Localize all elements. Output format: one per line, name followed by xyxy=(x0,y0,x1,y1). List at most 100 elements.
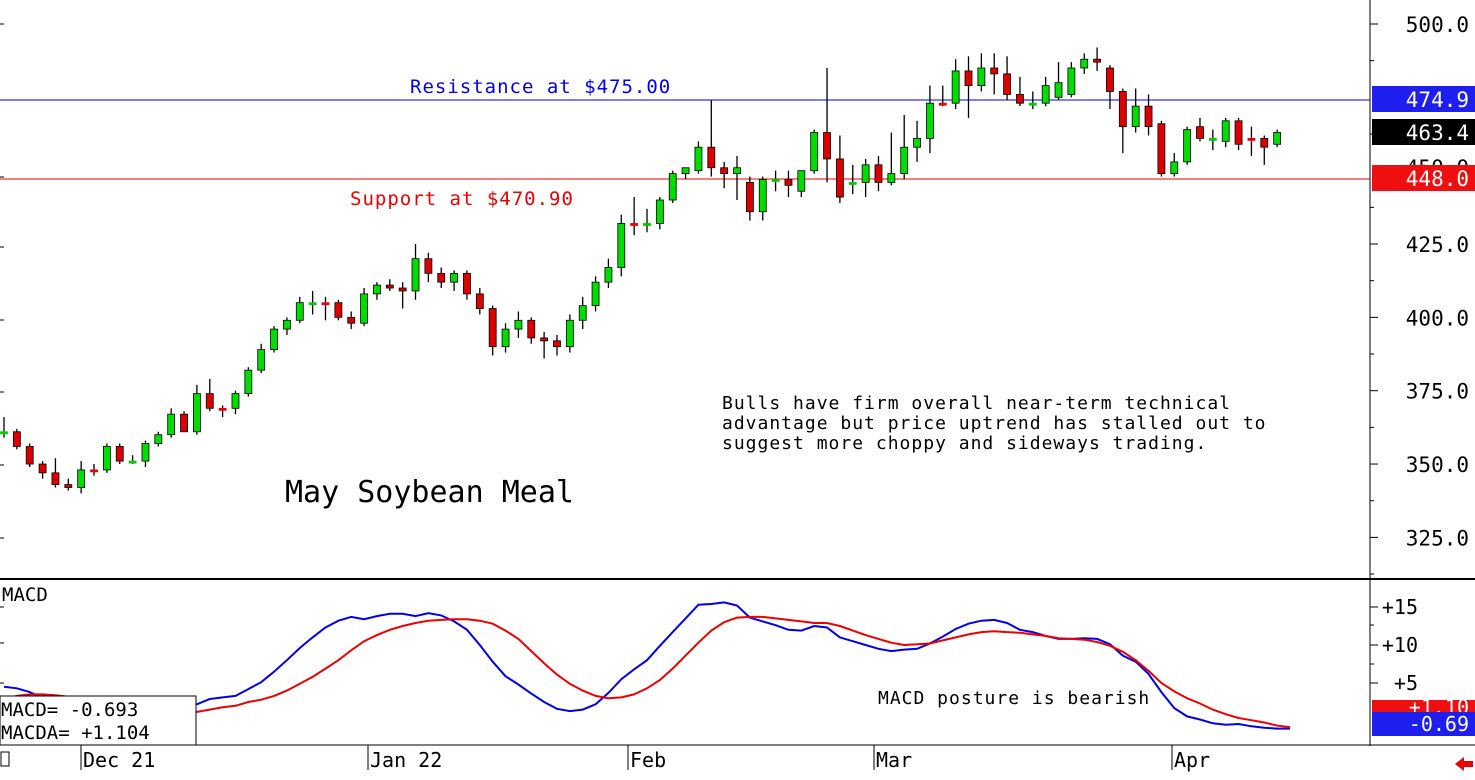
x-tick-label: Jan 22 xyxy=(370,748,442,772)
candle-body xyxy=(977,67,986,87)
candle-body xyxy=(1131,105,1140,128)
candle-body xyxy=(836,158,844,198)
candle-body xyxy=(720,167,729,175)
x-tick-label: Dec 21 xyxy=(83,748,155,772)
candle-body xyxy=(926,102,934,139)
candle-body xyxy=(1234,120,1243,145)
candle-body xyxy=(887,173,896,183)
candle-body xyxy=(553,340,561,348)
chart-title: May Soybean Meal xyxy=(285,475,574,510)
candle-body xyxy=(655,199,664,224)
commentary-line: Bulls have firm overall near-term techni… xyxy=(722,393,1231,414)
candle-body xyxy=(1106,67,1114,92)
candle-body xyxy=(540,337,549,342)
candle-body xyxy=(115,446,124,462)
candle-body xyxy=(244,369,253,395)
candle-body xyxy=(141,443,150,462)
candle-body xyxy=(205,393,214,409)
candle-body xyxy=(527,319,536,339)
candle-body xyxy=(1260,138,1269,148)
candle-body xyxy=(308,302,317,306)
candle-body xyxy=(848,182,857,185)
candle-body xyxy=(1247,138,1256,141)
candle-body xyxy=(643,223,651,226)
candle-body xyxy=(514,319,523,330)
candle-body xyxy=(938,102,947,106)
y-tick-label: 400.0 xyxy=(1406,306,1469,330)
macd-panel-title: MACD xyxy=(2,584,48,606)
candle-body xyxy=(861,164,870,183)
candle-body xyxy=(128,460,137,464)
candle-body xyxy=(1054,82,1063,98)
candle-body xyxy=(758,179,767,213)
candle-body xyxy=(1273,132,1282,145)
resistance-badge: 474.9 xyxy=(1406,88,1469,112)
candle-body xyxy=(411,258,420,292)
candle-body xyxy=(257,349,266,371)
x-tick-label: Feb xyxy=(630,748,666,772)
candle-body xyxy=(1183,129,1192,163)
candle-body xyxy=(681,167,690,175)
candle-body xyxy=(385,284,394,289)
candle-body xyxy=(913,138,921,148)
candle-body xyxy=(180,413,188,433)
candle-body xyxy=(951,70,960,104)
commentary-line: suggest more choppy and sideways trading… xyxy=(722,433,1207,454)
candle-body xyxy=(668,173,677,201)
support-badge: 448.0 xyxy=(1406,167,1469,191)
candle-body xyxy=(874,164,883,183)
y-tick-label: 325.0 xyxy=(1406,526,1469,550)
x-tick-label: Apr xyxy=(1174,748,1210,772)
y-tick-label: 425.0 xyxy=(1406,233,1469,257)
macd-y-tick-label: +5 xyxy=(1394,671,1418,695)
candle-body xyxy=(617,223,626,268)
candle-body xyxy=(77,469,86,488)
macd-readout-box xyxy=(0,695,197,746)
candle-body xyxy=(12,431,21,447)
macd-y-tick-label: +15 xyxy=(1382,595,1418,619)
candle-body xyxy=(707,146,716,169)
candle-body xyxy=(450,272,459,283)
candle-body xyxy=(463,272,471,295)
macd-y-tick-label: +10 xyxy=(1382,633,1418,657)
candle-body xyxy=(167,413,176,436)
candle-body xyxy=(437,272,446,283)
back-arrow-icon[interactable] xyxy=(1455,756,1473,772)
current-price-badge-bg xyxy=(1372,119,1475,145)
candle-body xyxy=(604,267,613,283)
x-tick-label: Mar xyxy=(876,748,912,772)
candle-body xyxy=(283,319,291,330)
candle-body xyxy=(231,393,240,409)
candle-body xyxy=(0,431,8,435)
candle-body xyxy=(591,281,600,307)
candle-body xyxy=(1221,120,1230,142)
candle-body xyxy=(334,302,343,318)
candle-body xyxy=(990,67,999,75)
candle-body xyxy=(1041,85,1050,104)
candle-body xyxy=(964,70,973,87)
candle-body xyxy=(38,463,47,474)
candle-body xyxy=(1118,91,1127,128)
candle-body xyxy=(1003,73,1011,95)
current-price-badge: 463.4 xyxy=(1406,121,1469,145)
candle-body xyxy=(1093,58,1101,63)
macda-line xyxy=(3,615,1291,729)
candle-body xyxy=(90,469,98,473)
candle-body xyxy=(501,328,510,348)
candle-body xyxy=(373,284,381,295)
candle-body xyxy=(218,407,227,411)
candle-body xyxy=(565,319,574,348)
macd-readout: MACD= -0.693 xyxy=(1,699,138,721)
candle-body xyxy=(25,446,34,465)
macd-line xyxy=(3,601,1290,730)
candle-body xyxy=(810,132,819,172)
candle-body xyxy=(102,446,111,471)
y-tick-label: 350.0 xyxy=(1406,453,1469,477)
macd-badge-bg xyxy=(1372,712,1475,736)
candle-body xyxy=(1144,105,1153,128)
candle-body xyxy=(1080,58,1089,69)
macda-badge-bg xyxy=(1372,700,1475,715)
candle-body xyxy=(578,305,587,321)
resistance-annotation: Resistance at $475.00 xyxy=(410,76,671,98)
